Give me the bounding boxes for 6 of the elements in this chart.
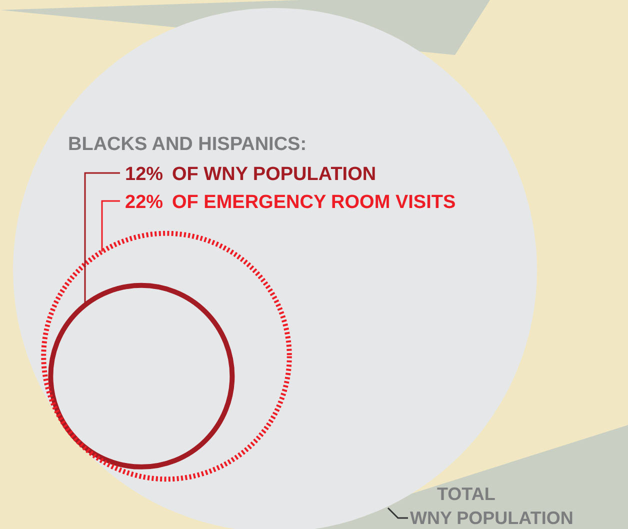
category-label: OF EMERGENCY ROOM VISITS (172, 192, 456, 213)
text: BLACKS AND HISPANICS: (68, 134, 307, 155)
data-label: 22% (125, 192, 164, 213)
category-label: OF WNY POPULATION (172, 164, 376, 185)
text: TOTAL WNY POPULATION (410, 484, 574, 528)
data-label: 12% (125, 164, 164, 185)
